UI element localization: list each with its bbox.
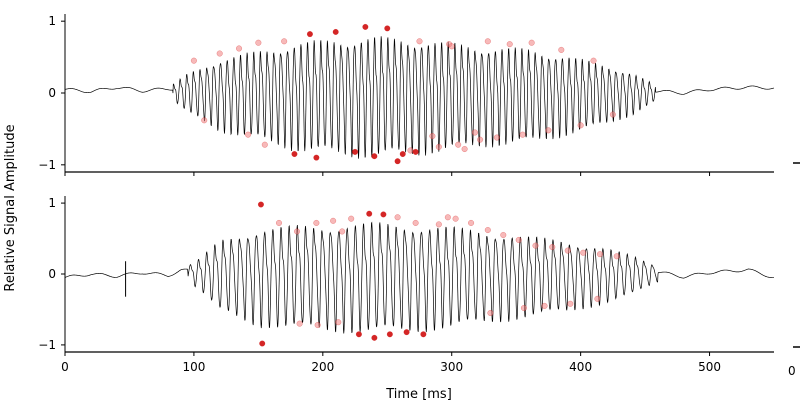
peak-marker xyxy=(519,131,526,138)
peak-marker xyxy=(493,134,500,141)
peak-marker xyxy=(590,57,597,64)
peak-marker xyxy=(403,329,410,336)
peak-marker xyxy=(567,300,574,307)
x-tick-label: 100 xyxy=(182,360,205,374)
peak-marker xyxy=(461,145,468,153)
peak-marker xyxy=(471,129,478,136)
peak-marker xyxy=(339,228,346,235)
peak-marker xyxy=(444,214,451,221)
peak-marker xyxy=(394,158,401,165)
peak-marker xyxy=(351,148,359,155)
peak-marker xyxy=(293,228,301,235)
peak-marker xyxy=(506,41,513,48)
y-tick-label: −1 xyxy=(38,338,56,352)
peak-marker xyxy=(596,251,604,258)
peak-marker xyxy=(477,136,484,143)
peak-marker xyxy=(291,150,298,158)
x-tick-label: 500 xyxy=(698,360,721,374)
y-tick-label: 0 xyxy=(48,267,56,281)
signal-trace xyxy=(64,221,774,334)
peak-marker xyxy=(235,45,243,52)
peak-marker xyxy=(420,331,427,338)
peak-marker xyxy=(580,249,587,256)
peak-marker xyxy=(452,215,459,222)
peak-marker xyxy=(335,319,342,326)
peak-marker xyxy=(412,148,419,155)
x-tick-label: 0 xyxy=(61,360,69,374)
peak-marker xyxy=(314,322,321,329)
peak-marker xyxy=(190,57,197,64)
y-tick-label: 0 xyxy=(48,86,56,100)
peak-marker xyxy=(313,219,320,226)
peak-marker xyxy=(541,302,548,309)
peak-marker xyxy=(386,331,393,338)
peak-marker xyxy=(245,131,252,138)
peak-marker xyxy=(613,253,620,260)
peak-marker xyxy=(407,147,414,154)
peak-marker xyxy=(261,141,268,148)
x-axis-label: Time [ms] xyxy=(385,387,452,402)
peak-marker xyxy=(332,28,339,36)
x-tick-label: 400 xyxy=(569,360,592,374)
top-panel: 1 0 −1 xyxy=(38,14,775,176)
peak-marker xyxy=(528,39,535,46)
peak-marker xyxy=(399,150,406,158)
peak-marker xyxy=(330,217,337,224)
peak-marker xyxy=(257,201,264,208)
bottom-panel: 1 0 −1 0 100 200 300 400 500 xyxy=(38,196,774,374)
peak-marker xyxy=(355,331,362,338)
peak-marker xyxy=(259,340,266,347)
peak-marker xyxy=(371,334,378,341)
peak-marker xyxy=(609,111,616,118)
peak-marker xyxy=(362,23,369,30)
peak-marker xyxy=(532,242,539,249)
peak-marker xyxy=(380,211,387,218)
peak-marker xyxy=(455,141,462,148)
peak-marker xyxy=(448,43,455,50)
peak-marker xyxy=(545,127,552,134)
peak-marker xyxy=(281,38,288,45)
peak-marker xyxy=(394,214,401,221)
peak-marker xyxy=(275,219,283,226)
y-tick-label: 1 xyxy=(48,14,56,28)
peak-marker xyxy=(366,210,373,217)
peak-marker xyxy=(255,39,262,46)
peak-marker xyxy=(500,231,507,239)
peak-marker xyxy=(487,309,494,317)
peak-marker xyxy=(435,143,442,150)
peak-marker xyxy=(549,244,556,251)
peak-marker xyxy=(371,153,378,160)
x-tick-label: 300 xyxy=(440,360,463,374)
y-tick-label: 1 xyxy=(48,196,56,210)
peak-marker xyxy=(558,46,565,53)
y-tick-label: −1 xyxy=(38,158,56,172)
peak-marker xyxy=(216,50,223,57)
y-axis-label: Relative Signal Amplitude xyxy=(3,124,18,291)
peak-marker xyxy=(296,320,303,327)
peak-marker xyxy=(468,219,475,226)
peak-marker xyxy=(520,304,527,312)
peak-marker xyxy=(577,122,584,129)
peak-marker xyxy=(313,154,320,161)
peak-marker xyxy=(435,221,442,228)
signal-trace xyxy=(64,36,775,159)
peak-marker xyxy=(306,31,313,38)
peak-marker xyxy=(484,38,491,45)
peak-marker xyxy=(429,133,436,140)
x-tick-label: 200 xyxy=(311,360,334,374)
peak-marker xyxy=(384,25,391,32)
peak-marker xyxy=(416,38,423,45)
peak-marker xyxy=(594,295,601,302)
adjacent-panel-fragment: 0 xyxy=(788,364,796,378)
peak-marker xyxy=(348,215,355,222)
peak-marker xyxy=(515,236,522,244)
peak-marker xyxy=(484,226,491,234)
peak-marker xyxy=(564,247,571,254)
peak-marker xyxy=(412,219,419,226)
peak-marker xyxy=(201,117,208,124)
